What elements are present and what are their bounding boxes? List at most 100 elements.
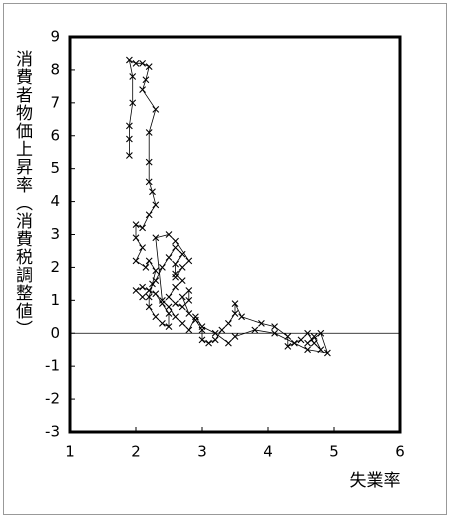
x-tick-label: 1 [65,443,75,461]
marker [145,257,153,265]
marker [172,283,179,291]
marker [231,310,239,317]
y-tick-label: 3 [50,225,60,243]
marker [284,333,292,340]
marker [185,326,193,334]
x-axis-label: 失業率 [350,471,401,491]
x-tick-label: 6 [395,443,405,461]
marker [129,99,137,107]
marker [139,86,146,94]
marker [185,310,193,317]
marker [132,287,140,294]
marker [284,343,292,350]
marker [165,323,173,331]
marker [165,293,173,301]
marker [132,59,140,67]
marker [132,234,140,242]
marker [205,339,212,347]
marker [145,158,153,166]
marker [165,310,173,317]
y-tick-label: 7 [50,93,60,111]
marker [225,319,232,327]
marker [211,336,219,344]
marker [145,129,153,136]
marker [304,329,311,337]
marker [231,300,239,308]
marker [145,63,153,71]
y-tick-label: -3 [45,423,60,441]
y-axis-label: 消費者物価上昇率（消費税調整値） [12,50,32,338]
y-tick-label: 4 [50,192,60,210]
marker [152,277,160,284]
marker [258,319,265,327]
y-tick-label: 5 [50,159,60,177]
marker [165,254,173,261]
marker [192,313,199,321]
x-tick-label: 3 [197,443,207,461]
marker [172,313,179,321]
marker [159,296,166,304]
marker [178,293,186,301]
marker [145,303,153,311]
x-tick-label: 4 [263,443,273,461]
marker [152,106,160,113]
marker [185,257,193,265]
marker [225,339,232,347]
marker [271,329,278,337]
marker [172,244,179,252]
marker [304,339,311,347]
marker [172,300,179,308]
marker [317,346,325,354]
marker [178,264,186,271]
y-tick-label: 9 [50,28,60,46]
marker [231,333,239,340]
frame [3,3,447,515]
marker [132,257,140,265]
x-tick-label: 2 [131,443,141,461]
marker [149,188,156,196]
y-tick-label: 2 [50,258,60,276]
marker [198,323,206,331]
marker [251,326,259,334]
y-tick-label: 8 [50,60,60,78]
marker [172,273,179,281]
marker [172,260,179,268]
marker [139,283,146,291]
y-tick-label: 6 [50,126,60,144]
marker [145,178,153,186]
marker [152,313,160,321]
marker [142,76,150,84]
marker [178,303,186,311]
marker [271,323,278,331]
marker [152,234,160,242]
marker [139,59,146,67]
marker [126,135,133,143]
plot-border [68,35,402,434]
marker [145,211,153,219]
marker [139,244,146,252]
data-line [128,59,328,354]
marker [185,296,193,304]
marker [159,264,166,271]
marker [211,329,219,337]
x-tick-label: 5 [329,443,339,461]
marker [139,224,146,232]
marker [304,346,311,354]
marker [126,122,133,130]
marker [152,267,160,275]
marker [297,336,305,344]
marker [317,329,325,337]
marker [291,339,298,347]
marker [152,290,160,298]
y-tick-label: -2 [45,390,60,408]
y-tick-label: 0 [50,324,60,342]
marker [198,336,206,344]
marker [142,264,150,271]
marker [145,287,153,294]
marker [178,319,186,327]
y-tick-label: 1 [50,291,60,309]
marker [218,326,226,334]
marker [165,303,173,311]
marker [139,293,146,301]
